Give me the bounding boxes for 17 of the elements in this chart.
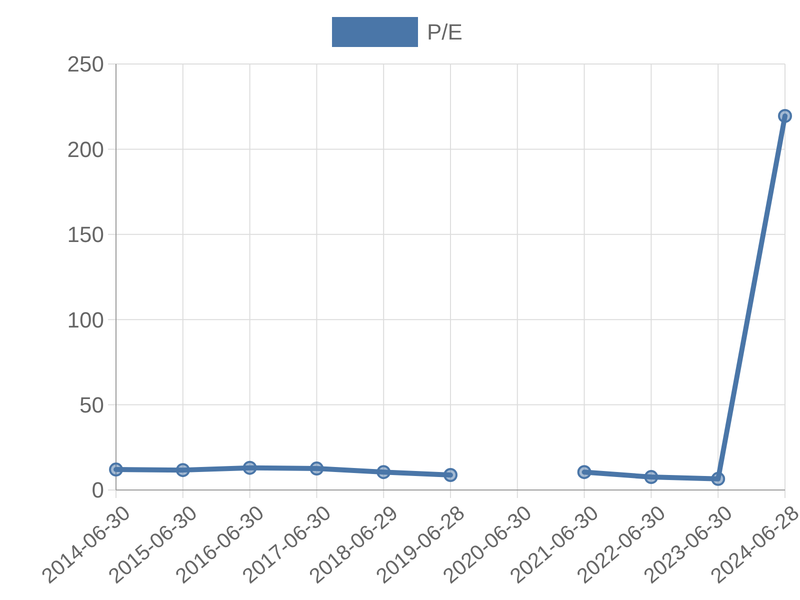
point [310,462,324,476]
y-tick-label: 0 [92,478,104,503]
legend-label: P/E [427,20,462,45]
point [778,108,792,123]
y-tick-label: 200 [67,136,104,162]
y-tick-label: 250 [67,52,104,77]
y-tick-label: 150 [67,222,104,248]
point [644,470,658,484]
y-tick-label: 100 [67,307,104,332]
y-tick-label: 50 [80,392,104,418]
point [711,472,726,486]
point [376,465,391,480]
point [444,468,458,482]
point [577,465,592,480]
point [176,463,190,478]
point [109,462,123,477]
point [242,460,257,475]
